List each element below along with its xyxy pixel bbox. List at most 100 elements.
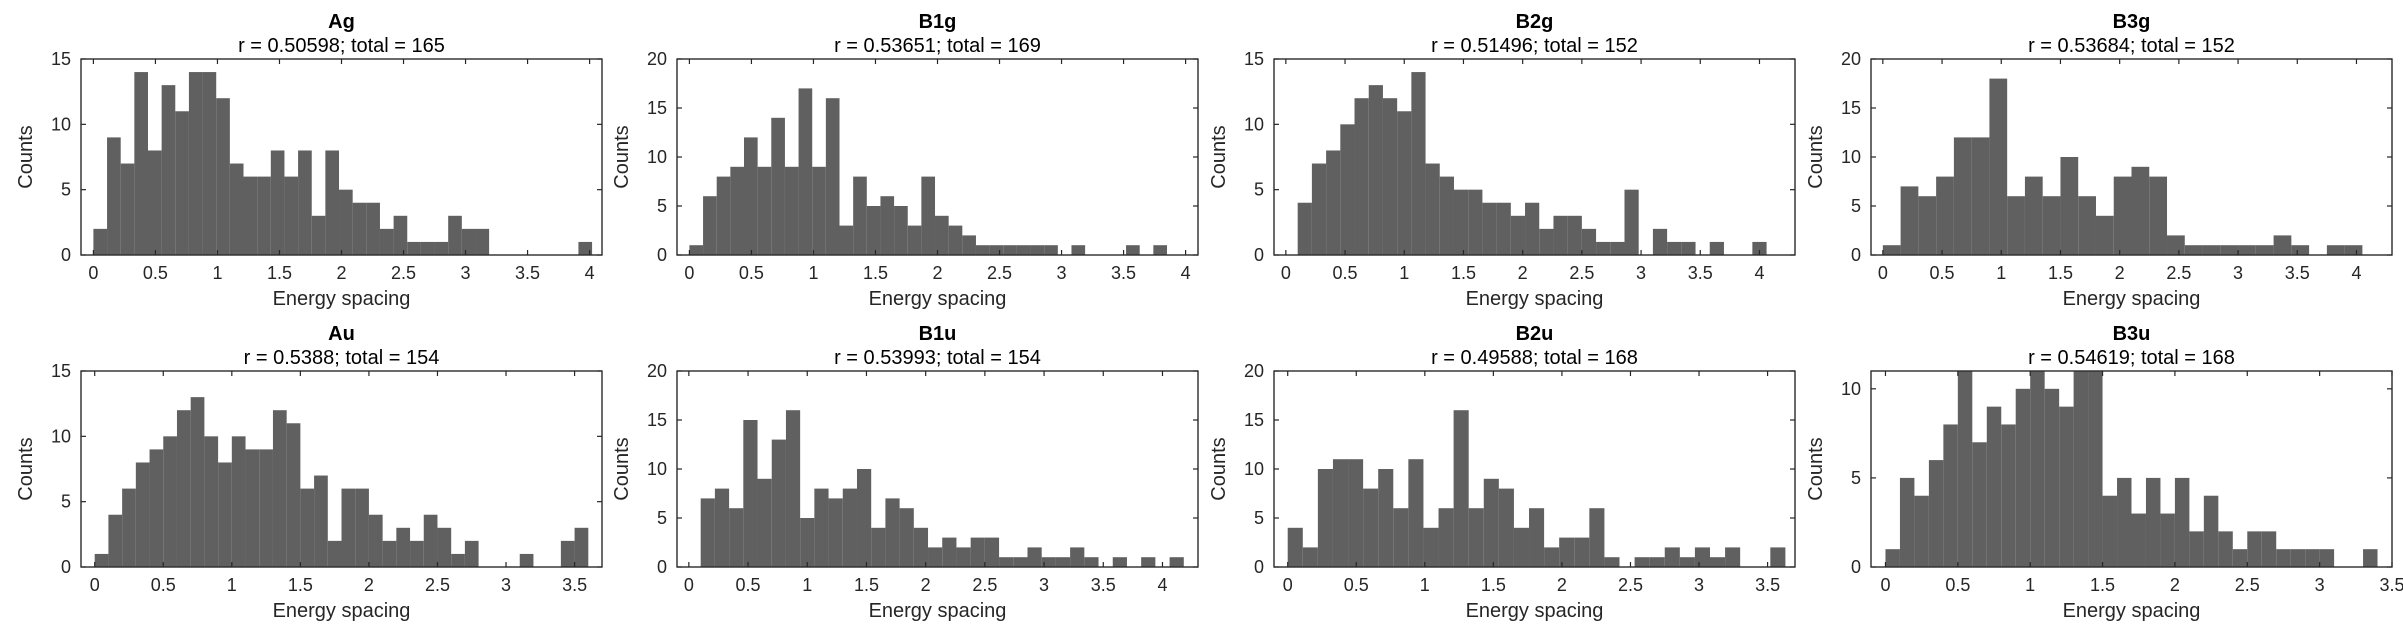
histogram-bar [942,537,957,567]
histogram-bar [1709,557,1726,567]
histogram-bar [1141,557,1156,567]
histogram-bar [314,475,328,567]
histogram-bar [1482,202,1497,255]
y-tick-label: 15 [647,410,667,430]
histogram-bar [730,166,744,255]
histogram-bar [1770,547,1786,567]
histogram-bar [1016,245,1031,255]
x-tick-label: 3.5 [1091,575,1116,595]
histogram-bar [1752,241,1767,255]
histogram-bar [122,488,136,567]
x-axis-label: Energy spacing [2063,600,2201,622]
histogram-bar [825,98,840,255]
histogram-bar [989,245,1004,255]
histogram-bar [368,514,383,567]
y-tick-label: 0 [1254,557,1264,577]
y-tick-label: 10 [647,459,667,479]
x-tick-label: 2.5 [1618,575,1643,595]
histogram-bar [1498,488,1514,567]
histogram-bar [1003,245,1017,255]
histogram-bar [300,488,315,567]
x-tick-label: 0.5 [736,575,761,595]
histogram-bar [2238,245,2256,255]
histogram-bar [423,514,438,567]
histogram-bar [1513,527,1530,567]
histogram-bar [1589,508,1605,567]
x-tick-label: 3 [1694,575,1704,595]
x-tick-label: 1.5 [863,263,888,283]
histogram-bar [871,527,886,567]
y-tick-label: 5 [61,492,71,512]
y-tick-label: 0 [657,245,667,265]
y-tick-label: 5 [657,508,667,528]
histogram-bar [1581,228,1597,255]
histogram-bar [1411,72,1426,255]
histogram-bar [839,225,854,255]
histogram-bar [270,150,285,255]
histogram-bar [812,166,826,255]
histogram-bar [216,98,230,255]
subplot-title: B2u [1516,323,1554,345]
x-tick-label: 1.5 [288,575,313,595]
histogram-bar [2276,549,2291,567]
histogram-bar [1439,176,1454,255]
histogram-bar [2326,245,2345,255]
histogram-bar [2030,371,2045,567]
x-axis-label: Energy spacing [869,600,1007,622]
y-tick-label: 0 [657,557,667,577]
histogram-bar [842,488,857,567]
histogram-bar [2261,531,2277,567]
y-tick-label: 20 [647,49,667,69]
histogram-bar [519,553,534,567]
histogram-bar [2149,176,2168,255]
histogram-bar [716,176,731,255]
histogram-bar [2184,245,2203,255]
histogram-bar [2167,235,2185,255]
x-tick-label: 3 [501,575,511,595]
y-tick-label: 0 [61,557,71,577]
histogram-bar [1596,241,1611,255]
subplot-subtitle: r = 0.53684; total = 152 [2028,35,2235,57]
histogram-bar [382,540,397,567]
histogram-bar [800,518,815,567]
histogram-bar [1559,537,1575,567]
histogram-bar [1348,459,1364,567]
histogram-bar [451,553,465,567]
subplot-subtitle: r = 0.5388; total = 154 [244,347,440,369]
x-tick-label: 2.5 [391,263,416,283]
histogram-bar [161,85,176,255]
x-tick-label: 3 [2233,263,2243,283]
histogram-bar [134,72,148,255]
histogram-bar [1169,557,1184,567]
y-tick-label: 5 [61,180,71,200]
histogram-bar [1030,245,1045,255]
histogram-bar [913,527,929,567]
histogram-bar [204,436,219,567]
histogram-bar [1882,245,1901,255]
histogram-bar [560,540,575,567]
histogram-bar [1071,245,1086,255]
y-tick-label: 10 [51,114,71,134]
histogram-bar [935,215,949,255]
x-tick-label: 0.5 [1945,575,1970,595]
histogram-bar [1055,557,1071,567]
x-tick-label: 0 [684,263,694,283]
histogram-bar [1302,547,1318,567]
histogram-bar [352,202,367,255]
histogram-bar [1544,547,1560,567]
y-tick-label: 15 [647,98,667,118]
histogram-bar [962,235,976,255]
y-tick-label: 10 [1841,147,1861,167]
histogram-bar [2095,215,2114,255]
histogram-bar [1725,547,1741,567]
subplot-subtitle: r = 0.54619; total = 168 [2028,347,2235,369]
histogram-bar [1311,163,1327,255]
histogram-bar [2232,549,2248,567]
histogram-bars [93,72,593,256]
y-tick-label: 5 [1254,508,1264,528]
y-axis-label: Counts [1805,125,1827,188]
histogram-bar [407,241,421,255]
subplot-title: Ag [328,11,355,33]
x-tick-label: 3.5 [562,575,587,595]
